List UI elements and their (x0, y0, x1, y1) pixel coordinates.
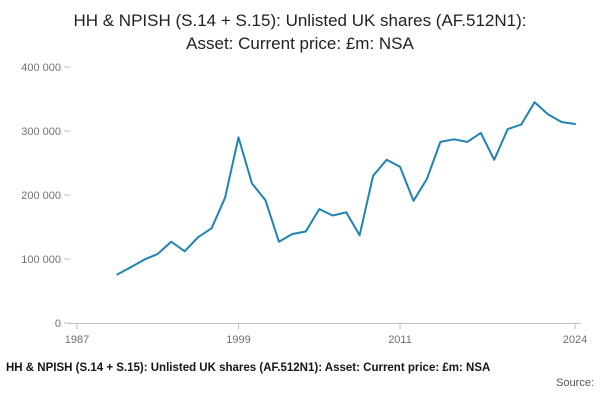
x-axis-tick-label: 2011 (388, 334, 412, 346)
line-chart-svg: 0 100 000 200 000 300 000 400 000 1987 1999 201… (21, 62, 587, 346)
y-axis-tick-label: 300 000 (21, 126, 61, 138)
y-axis-tick-label: 200 000 (21, 190, 61, 202)
source-label: Source: (556, 376, 594, 389)
x-axis-tick-label: 1999 (226, 334, 250, 346)
chart-title-line2: Asset: Current price: £m: NSA (186, 33, 414, 53)
chart-title-line1: HH & NPISH (S.14 + S.15): Unlisted UK sh… (73, 11, 527, 30)
footer-title: HH & NPISH (S.14 + S.15): Unlisted UK sh… (6, 361, 491, 374)
y-axis-tick-label: 400 000 (21, 62, 61, 74)
chart-area: 0 100 000 200 000 300 000 400 000 1987 1999 201… (0, 58, 600, 354)
data-line (116, 101, 576, 276)
x-axis-tick-label: 1987 (65, 334, 89, 346)
y-axis-tick-label: 100 000 (21, 254, 61, 266)
y-axis-tick-label: 0 (55, 318, 61, 330)
x-axis-tick-label: 2024 (563, 334, 587, 346)
chart-title: HH & NPISH (S.14 + S.15): Unlisted UK sh… (0, 10, 600, 56)
